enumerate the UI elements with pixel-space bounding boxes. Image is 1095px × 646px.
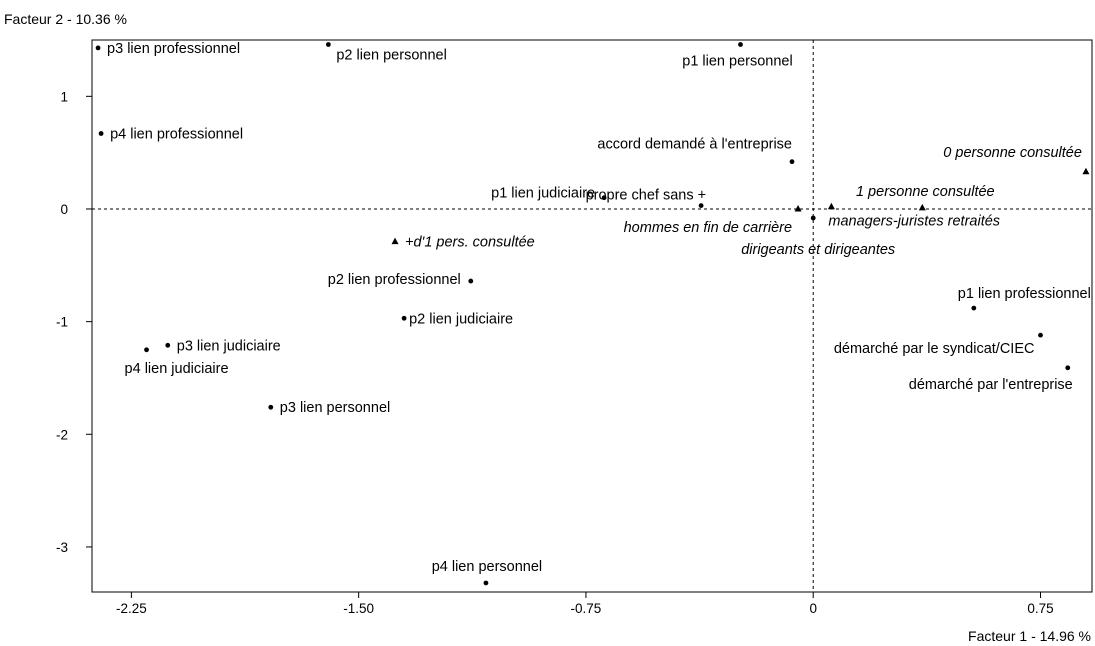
- point-label: p4 lien professionnel: [110, 127, 243, 143]
- x-tick-label: 0: [809, 601, 817, 616]
- point-marker: [1038, 332, 1043, 338]
- point-marker: [971, 305, 977, 311]
- point-marker: [698, 203, 704, 209]
- point-marker: [391, 237, 399, 245]
- point-label: 1 personne consultée: [856, 184, 995, 200]
- data-points: p3 lien professionnel p2 lien personnel p1…: [95, 41, 1091, 586]
- point-marker: [144, 347, 149, 353]
- point-marker: [98, 131, 104, 136]
- y-tick-label: 1: [60, 89, 68, 104]
- x-tick-label: -0.75: [571, 601, 602, 616]
- point-label: démarché par l'entreprise: [909, 377, 1073, 393]
- point-label: +d'1 pers. consultée: [405, 235, 535, 251]
- x-tick-label: -2.25: [116, 601, 147, 616]
- point-marker: [601, 195, 607, 201]
- x-axis-title: Facteur 1 - 14.96 %: [968, 628, 1091, 644]
- point-label: managers-juristes retraités: [828, 214, 1000, 230]
- x-tick-label: -1.50: [343, 601, 374, 616]
- point-marker: [95, 45, 101, 51]
- point-label: p2 lien personnel: [336, 48, 446, 64]
- point-label: démarché par le syndicat/CIEC: [834, 341, 1035, 357]
- y-tick-label: -3: [56, 540, 68, 555]
- point-marker: [483, 580, 489, 586]
- point-label: p3 lien professionnel: [107, 41, 240, 57]
- axis-ticks: -2.25 -1.50 -0.75 0 0.75 1 0 -1 -2 -3: [56, 89, 1054, 616]
- point-marker: [1065, 365, 1071, 371]
- point-label: hommes en fin de carrière: [624, 220, 792, 236]
- point-marker: [794, 204, 802, 212]
- point-marker: [401, 315, 407, 321]
- x-tick-label: 0.75: [1027, 601, 1053, 616]
- point-marker: [468, 278, 474, 284]
- point-marker: [165, 342, 171, 348]
- point-marker: [1082, 167, 1090, 175]
- point-label: p2 lien professionnel: [328, 272, 461, 288]
- y-tick-label: 0: [60, 202, 68, 217]
- point-label: p2 lien judiciaire: [409, 311, 513, 327]
- point-label: 0 personne consultée: [943, 145, 1082, 161]
- point-marker: [789, 159, 795, 165]
- y-axis-title: Facteur 2 - 10.36 %: [4, 11, 127, 27]
- point-label: p1 lien judiciaire: [491, 186, 595, 202]
- y-tick-label: -2: [56, 427, 68, 442]
- point-label: p4 lien judiciaire: [125, 361, 229, 377]
- point-label: p1 lien professionnel: [958, 286, 1091, 302]
- plot-frame: [91, 39, 1093, 593]
- point-label: propre chef sans +: [586, 188, 707, 204]
- point-marker: [918, 203, 926, 211]
- point-label: p1 lien personnel: [682, 54, 792, 70]
- point-label: accord demandé à l'entreprise: [597, 137, 792, 153]
- point-marker: [810, 215, 816, 221]
- point-label: p3 lien judiciaire: [177, 338, 281, 354]
- point-label: p4 lien personnel: [432, 559, 542, 575]
- point-marker: [268, 404, 274, 410]
- point-marker: [738, 42, 743, 47]
- point-marker: [325, 42, 331, 47]
- point-label: p3 lien personnel: [280, 400, 390, 416]
- point-label: dirigeants et dirigeantes: [741, 242, 895, 258]
- y-tick-label: -1: [56, 315, 68, 330]
- point-marker: [827, 202, 835, 210]
